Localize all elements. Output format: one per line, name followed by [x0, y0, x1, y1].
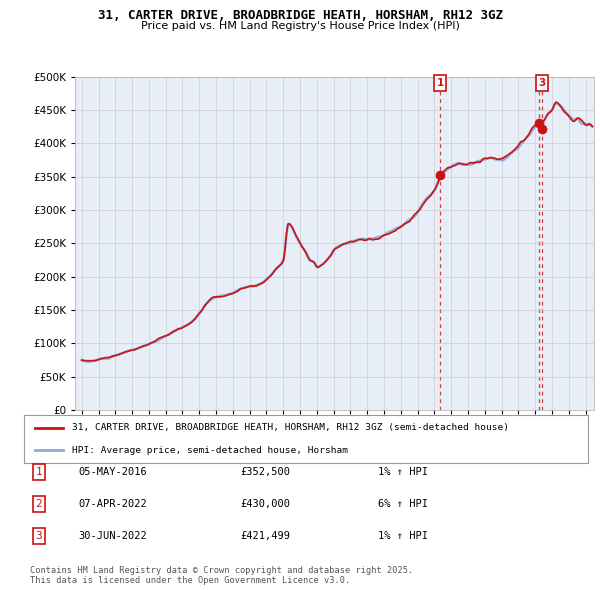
Text: Price paid vs. HM Land Registry's House Price Index (HPI): Price paid vs. HM Land Registry's House … [140, 21, 460, 31]
Text: £421,499: £421,499 [240, 531, 290, 540]
Text: Contains HM Land Registry data © Crown copyright and database right 2025.
This d: Contains HM Land Registry data © Crown c… [30, 566, 413, 585]
Text: 07-APR-2022: 07-APR-2022 [78, 499, 147, 509]
Text: 05-MAY-2016: 05-MAY-2016 [78, 467, 147, 477]
Text: 1% ↑ HPI: 1% ↑ HPI [378, 467, 428, 477]
Text: 2: 2 [35, 499, 43, 509]
Text: HPI: Average price, semi-detached house, Horsham: HPI: Average price, semi-detached house,… [72, 445, 348, 454]
Text: 1% ↑ HPI: 1% ↑ HPI [378, 531, 428, 540]
Text: 31, CARTER DRIVE, BROADBRIDGE HEATH, HORSHAM, RH12 3GZ: 31, CARTER DRIVE, BROADBRIDGE HEATH, HOR… [97, 9, 503, 22]
Text: 1: 1 [35, 467, 43, 477]
Text: 1: 1 [436, 78, 443, 88]
Text: 6% ↑ HPI: 6% ↑ HPI [378, 499, 428, 509]
Text: 31, CARTER DRIVE, BROADBRIDGE HEATH, HORSHAM, RH12 3GZ (semi-detached house): 31, CARTER DRIVE, BROADBRIDGE HEATH, HOR… [72, 424, 509, 432]
Text: £430,000: £430,000 [240, 499, 290, 509]
Text: 30-JUN-2022: 30-JUN-2022 [78, 531, 147, 540]
Text: £352,500: £352,500 [240, 467, 290, 477]
Text: 3: 3 [539, 78, 546, 88]
Text: 3: 3 [35, 531, 43, 540]
